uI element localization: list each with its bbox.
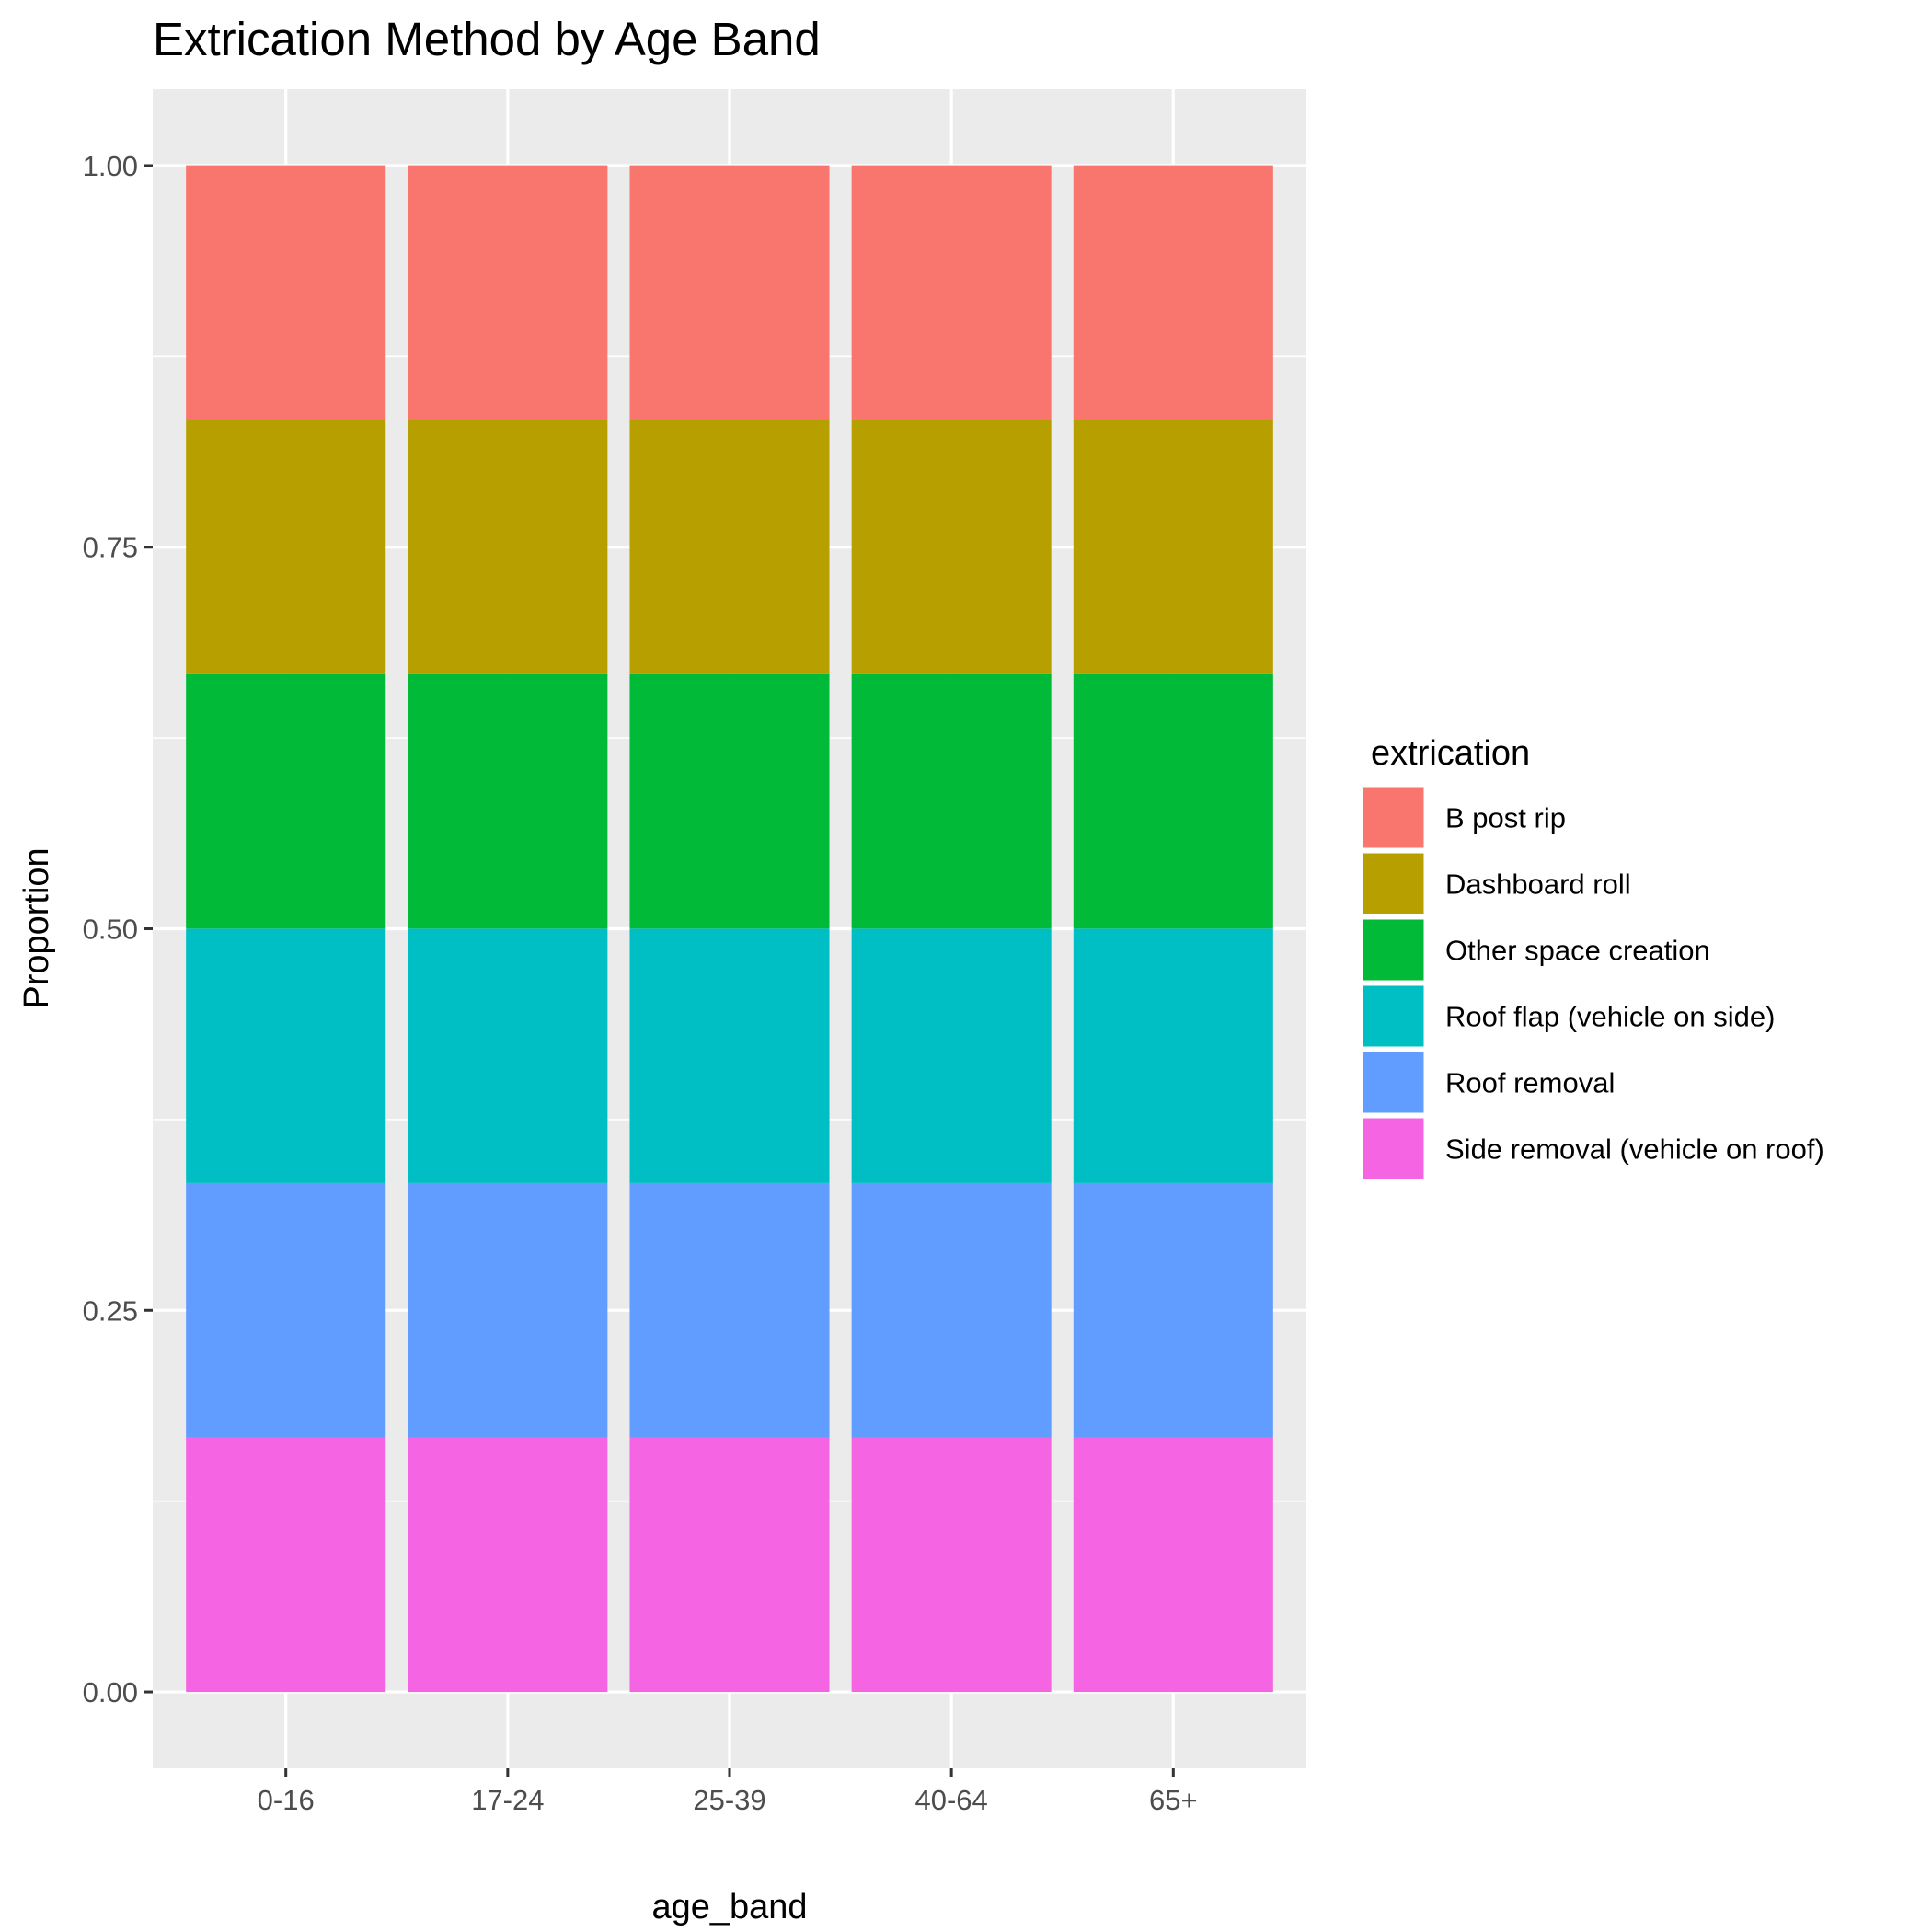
bar-segment (408, 420, 608, 674)
legend-key (1360, 784, 1427, 851)
y-tick-label: 0.50 (83, 914, 138, 946)
legend: extrication B post rip Dashboard roll Othe… (1360, 734, 1824, 1182)
bar-segment (1073, 420, 1273, 674)
bars (186, 165, 1273, 1693)
x-axis-title: age_band (651, 1888, 807, 1926)
bar-segment (629, 1182, 830, 1438)
bar-segment (629, 673, 830, 929)
x-axis: 0-16 17-24 25-39 40-64 65+ (258, 1768, 1198, 1816)
bar-segment (629, 165, 830, 420)
bar-segment (186, 928, 386, 1183)
bar-segment (851, 420, 1052, 674)
bar-segment (1073, 928, 1273, 1183)
legend-key (1360, 916, 1427, 983)
bar-segment (408, 165, 608, 420)
legend-label: B post rip (1445, 802, 1566, 834)
legend-key (1360, 1115, 1427, 1182)
legend-label: Other space creation (1445, 935, 1710, 967)
bar-segment (186, 673, 386, 929)
y-tick-label: 1.00 (83, 150, 138, 182)
bar-segment (629, 420, 830, 674)
bar-segment (1073, 673, 1273, 929)
bar-segment (186, 420, 386, 674)
bar-segment (408, 673, 608, 929)
bar-segment (408, 928, 608, 1183)
legend-key (1360, 983, 1427, 1050)
x-tick-label: 40-64 (915, 1784, 988, 1816)
legend-label: Roof removal (1445, 1067, 1615, 1099)
legend-key (1360, 1049, 1427, 1116)
y-tick-label: 0.00 (83, 1676, 138, 1708)
legend-title: extrication (1371, 734, 1530, 773)
bar-segment (851, 673, 1052, 929)
chart-title: Extrication Method by Age Band (153, 13, 821, 65)
bar-segment (1073, 1437, 1273, 1693)
bar-segment (186, 1182, 386, 1438)
legend-label: Side removal (vehicle on roof) (1445, 1133, 1824, 1166)
bar-segment (408, 1182, 608, 1438)
x-tick-label: 17-24 (471, 1784, 544, 1816)
bar-segment (629, 928, 830, 1183)
y-axis-title: Proportion (17, 847, 56, 1008)
bar-segment (851, 165, 1052, 420)
x-tick-label: 25-39 (693, 1784, 765, 1816)
bar-segment (1073, 165, 1273, 420)
bar-segment (186, 1437, 386, 1693)
legend-label: Dashboard roll (1445, 868, 1631, 901)
legend-label: Roof flap (vehicle on side) (1445, 1001, 1775, 1033)
bar-segment (408, 1437, 608, 1693)
bar-segment (851, 1182, 1052, 1438)
x-tick-label: 0-16 (258, 1784, 315, 1816)
bar-segment (186, 165, 386, 420)
legend-key (1360, 850, 1427, 917)
y-tick-label: 0.25 (83, 1294, 138, 1327)
bar-segment (851, 1437, 1052, 1693)
y-axis: 0.00 0.25 0.50 0.75 1.00 (83, 150, 153, 1708)
bar-segment (851, 928, 1052, 1183)
y-tick-label: 0.75 (83, 532, 138, 564)
bar-segment (629, 1437, 830, 1693)
x-tick-label: 65+ (1149, 1784, 1198, 1816)
bar-segment (1073, 1182, 1273, 1438)
